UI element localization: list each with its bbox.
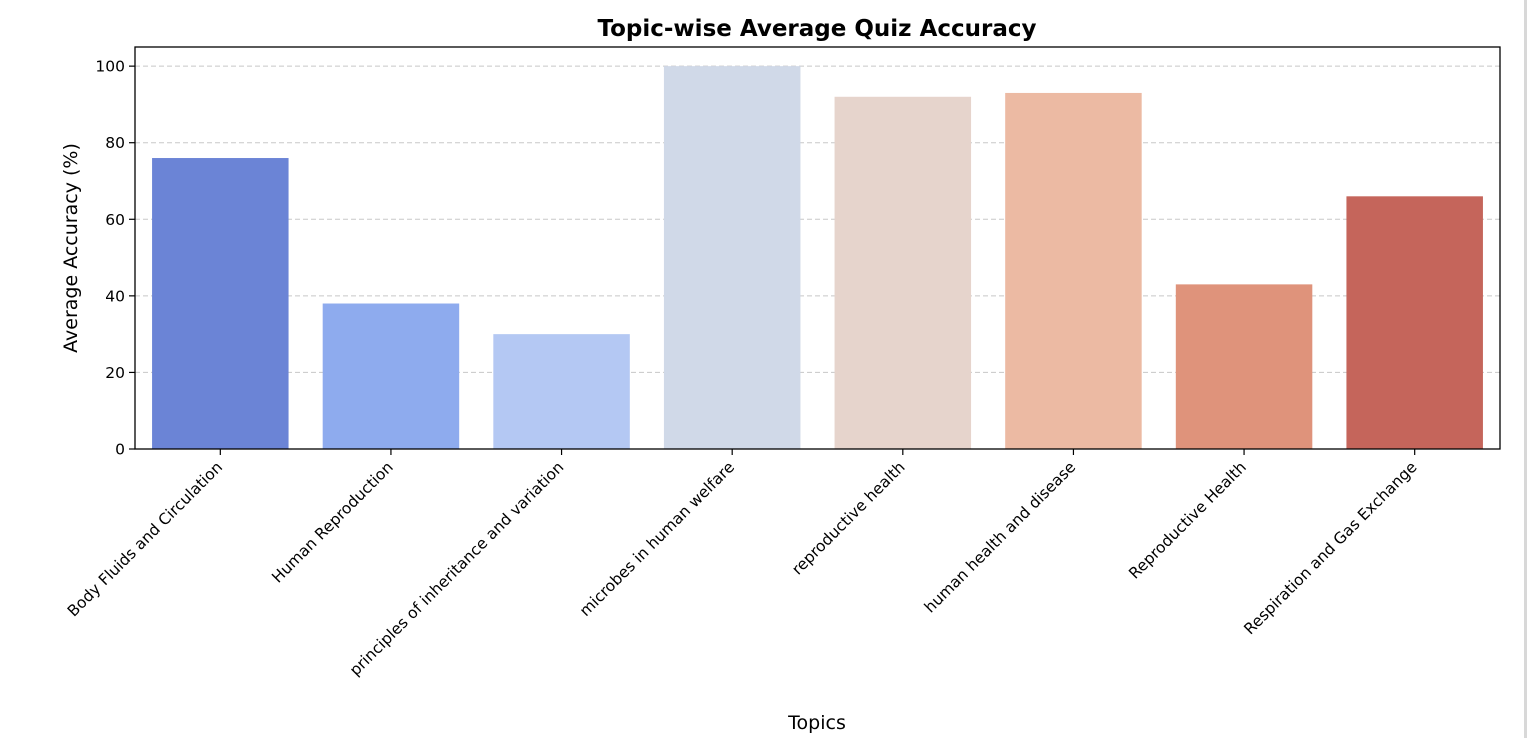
x-tick-label: Human Reproduction [268, 458, 396, 586]
y-axis-ticks: 0 20 40 60 80 100 [95, 58, 135, 459]
y-tick-label: 0 [115, 441, 125, 459]
y-tick-label: 20 [105, 364, 125, 382]
x-tick-label: microbes in human welfare [576, 458, 738, 620]
y-tick-label: 80 [105, 134, 125, 152]
chart-title: Topic-wise Average Quiz Accuracy [597, 16, 1036, 42]
x-axis-ticks: Body Fluids and Circulation Human Reprodu… [64, 449, 1421, 679]
y-tick-label: 100 [95, 58, 125, 76]
x-axis-label: Topics [787, 712, 846, 734]
bar-4 [834, 96, 972, 450]
bar-7 [1346, 196, 1483, 449]
bar-3 [663, 66, 801, 450]
x-tick-label: Body Fluids and Circulation [64, 458, 226, 620]
bars [152, 66, 1483, 450]
y-tick-label: 40 [105, 287, 125, 305]
bar-0 [152, 158, 289, 449]
y-axis-label: Average Accuracy (%) [60, 143, 82, 353]
plot-frame [134, 46, 1501, 450]
bar-2 [493, 334, 630, 449]
y-tick-label: 60 [105, 211, 125, 229]
x-tick-label: human health and disease [921, 458, 1079, 616]
x-tick-label: reproductive health [788, 458, 908, 578]
x-tick-label: Reproductive Health [1125, 458, 1250, 583]
bar-1 [322, 303, 460, 449]
window-edge [1524, 0, 1527, 738]
bar-5 [1005, 92, 1142, 449]
bar-6 [1175, 284, 1313, 449]
x-tick-label: principles of inheritance and variation [346, 458, 567, 679]
x-tick-label: Respiration and Gas Exchange [1240, 458, 1420, 638]
